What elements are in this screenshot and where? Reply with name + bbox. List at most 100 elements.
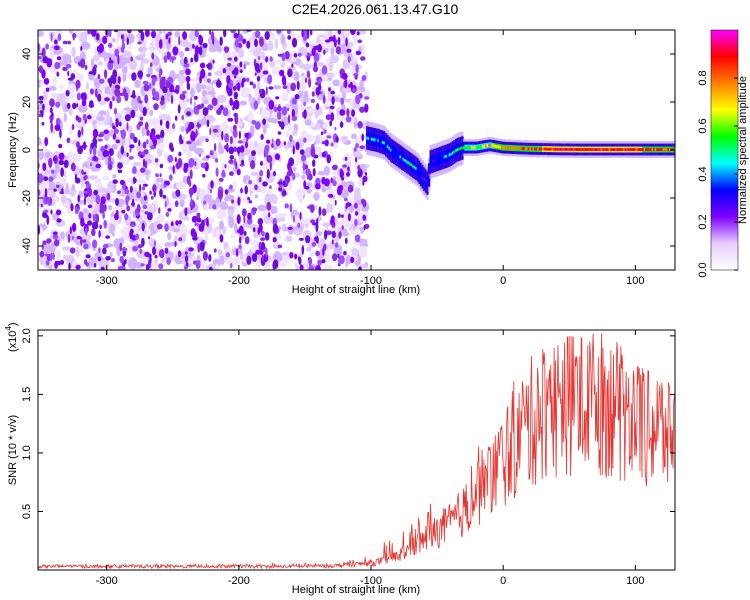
noise-cell bbox=[259, 62, 263, 70]
noise-cell bbox=[338, 256, 341, 265]
noise-cell bbox=[188, 180, 191, 188]
noise-cell bbox=[98, 43, 105, 53]
noise-cell bbox=[182, 31, 188, 40]
noise-cell bbox=[92, 239, 98, 249]
colorbar-tick-label: 0.2 bbox=[697, 214, 709, 229]
noise-cell bbox=[172, 123, 176, 130]
noise-cell bbox=[335, 46, 341, 55]
noise-cell bbox=[251, 119, 257, 125]
signal-peak bbox=[580, 148, 583, 151]
noise-cell bbox=[186, 81, 190, 90]
signal-peak bbox=[380, 140, 383, 144]
noise-cell bbox=[213, 151, 218, 160]
y-tick-label: 1.5 bbox=[21, 387, 33, 402]
noise-cell bbox=[97, 256, 102, 262]
noise-cell bbox=[87, 187, 92, 197]
signal-peak bbox=[586, 148, 589, 151]
noise-cell bbox=[81, 99, 87, 107]
noise-cell bbox=[330, 177, 334, 184]
noise-cell bbox=[272, 237, 277, 243]
noise-cell bbox=[310, 98, 316, 104]
noise-cell bbox=[309, 252, 315, 257]
colorbar-label: Normalized spectral amplitude bbox=[737, 76, 749, 224]
noise-cell bbox=[233, 75, 237, 79]
noise-cell bbox=[216, 209, 227, 220]
noise-cell bbox=[202, 42, 208, 49]
noise-cell bbox=[277, 244, 283, 249]
noise-cell bbox=[72, 102, 77, 110]
noise-cell bbox=[232, 107, 235, 111]
signal-peak bbox=[643, 148, 646, 151]
noise-cell bbox=[321, 176, 326, 185]
signal-peak bbox=[630, 148, 634, 151]
signal-peak bbox=[626, 148, 629, 151]
noise-cell bbox=[227, 57, 232, 61]
noise-cell bbox=[168, 37, 171, 44]
noise-cell bbox=[274, 38, 279, 50]
noise-cell bbox=[107, 204, 113, 211]
noise-cell bbox=[137, 178, 146, 184]
noise-cell bbox=[73, 155, 81, 163]
signal-peak bbox=[545, 147, 548, 151]
noise-cell bbox=[39, 82, 44, 87]
noise-cell bbox=[299, 211, 302, 220]
noise-cell bbox=[144, 160, 148, 169]
noise-cell bbox=[197, 262, 200, 268]
noise-cell bbox=[354, 160, 359, 169]
noise-cell bbox=[237, 197, 241, 206]
noise-cell bbox=[332, 180, 337, 187]
signal-peak bbox=[589, 148, 593, 151]
noise-cell bbox=[277, 131, 282, 135]
noise-cell bbox=[56, 184, 60, 188]
noise-cell bbox=[140, 154, 144, 159]
noise-cell bbox=[83, 243, 89, 250]
signal-peak bbox=[507, 146, 510, 150]
noise-cell bbox=[262, 123, 267, 135]
signal-peak bbox=[477, 145, 480, 149]
noise-cell bbox=[207, 218, 215, 223]
signal-peak bbox=[404, 158, 407, 162]
noise-cell bbox=[225, 252, 230, 258]
noise-cell bbox=[174, 200, 179, 207]
noise-cell bbox=[68, 106, 73, 116]
noise-cell bbox=[328, 87, 331, 92]
noise-cell bbox=[347, 184, 354, 193]
noise-cell bbox=[355, 94, 361, 105]
noise-cell bbox=[87, 30, 92, 35]
noise-cell bbox=[211, 97, 218, 106]
noise-cell bbox=[362, 180, 365, 186]
signal-peak bbox=[645, 148, 648, 151]
noise-cell bbox=[287, 107, 290, 111]
noise-cell bbox=[363, 224, 366, 231]
noise-cell bbox=[136, 191, 142, 199]
noise-cell bbox=[38, 151, 44, 160]
noise-cell bbox=[119, 242, 123, 252]
noise-cell bbox=[56, 56, 62, 61]
noise-cell bbox=[284, 178, 289, 186]
signal-peak bbox=[402, 157, 405, 161]
noise-cell bbox=[210, 150, 214, 154]
noise-cell bbox=[234, 114, 239, 125]
noise-cell bbox=[338, 222, 349, 229]
noise-cell bbox=[248, 97, 253, 103]
noise-cell bbox=[297, 256, 301, 262]
noise-cell bbox=[301, 154, 307, 162]
noise-cell bbox=[345, 202, 352, 207]
noise-cell bbox=[138, 100, 143, 112]
noise-cell bbox=[326, 154, 332, 164]
noise-cell bbox=[102, 36, 108, 44]
noise-cell bbox=[104, 145, 108, 149]
noise-cell bbox=[260, 237, 266, 242]
noise-cell bbox=[196, 212, 201, 217]
noise-cell bbox=[60, 231, 65, 240]
noise-cell bbox=[218, 177, 224, 182]
noise-cell bbox=[106, 109, 110, 122]
noise-cell bbox=[315, 250, 320, 256]
noise-cell bbox=[253, 140, 258, 148]
noise-cell bbox=[174, 156, 177, 163]
noise-cell bbox=[229, 126, 233, 134]
noise-cell bbox=[206, 119, 210, 128]
noise-cell bbox=[249, 81, 254, 86]
noise-cell bbox=[226, 62, 232, 67]
signal-peak bbox=[540, 147, 543, 151]
